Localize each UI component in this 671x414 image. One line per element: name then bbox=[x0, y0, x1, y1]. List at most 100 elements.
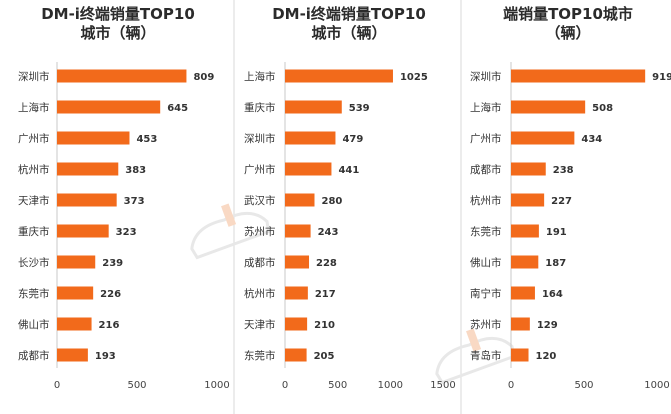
data-label: 239 bbox=[102, 258, 123, 269]
x-tick-label: 500 bbox=[127, 380, 146, 391]
bar bbox=[511, 162, 546, 176]
data-label: 243 bbox=[318, 227, 339, 238]
data-label: 383 bbox=[125, 165, 146, 176]
data-label: 441 bbox=[338, 165, 359, 176]
bar bbox=[511, 131, 575, 145]
data-label: 227 bbox=[551, 196, 572, 207]
chart-title: 端销量TOP10城市 bbox=[503, 5, 633, 23]
x-tick-label: 0 bbox=[54, 380, 60, 391]
bar bbox=[285, 69, 393, 83]
category-label: 东莞市 bbox=[470, 225, 502, 238]
bar bbox=[57, 317, 92, 331]
bar bbox=[285, 317, 308, 331]
x-tick-label: 1000 bbox=[204, 380, 229, 391]
chart-panel-3: 端销量TOP10城市（辆） 深圳市 919 上海市 508 广州市 434 成都市 238 杭州市… bbox=[470, 5, 671, 391]
data-label: 120 bbox=[536, 351, 557, 362]
data-label: 323 bbox=[116, 227, 137, 238]
bar bbox=[57, 193, 117, 207]
watermark-logo bbox=[190, 203, 271, 260]
data-label: 210 bbox=[314, 320, 335, 331]
chart-title: 城市（辆） bbox=[311, 24, 386, 42]
bar bbox=[57, 100, 161, 114]
data-label: 1025 bbox=[400, 72, 428, 83]
category-label: 青岛市 bbox=[470, 349, 502, 362]
category-label: 杭州市 bbox=[244, 287, 276, 300]
bar bbox=[285, 224, 311, 238]
category-label: 广州市 bbox=[244, 163, 276, 176]
data-label: 508 bbox=[592, 103, 613, 114]
category-label: 成都市 bbox=[244, 256, 276, 269]
data-label: 434 bbox=[581, 134, 602, 145]
category-label: 苏州市 bbox=[470, 318, 502, 331]
category-label: 杭州市 bbox=[470, 194, 502, 207]
chart-title: DM-i终端销量TOP10 bbox=[272, 5, 426, 23]
bar bbox=[57, 255, 96, 269]
bar bbox=[57, 131, 130, 145]
chart-title: （辆） bbox=[545, 24, 590, 42]
data-label: 373 bbox=[124, 196, 145, 207]
data-label: 453 bbox=[136, 134, 157, 145]
bar bbox=[285, 131, 336, 145]
category-label: 重庆市 bbox=[244, 101, 276, 114]
data-label: 164 bbox=[542, 289, 563, 300]
category-label: 成都市 bbox=[470, 163, 502, 176]
category-label: 佛山市 bbox=[470, 256, 502, 269]
category-label: 苏州市 bbox=[244, 225, 276, 238]
x-tick-label: 500 bbox=[574, 380, 593, 391]
data-label: 226 bbox=[100, 289, 121, 300]
category-label: 佛山市 bbox=[18, 318, 50, 331]
bar bbox=[511, 348, 529, 362]
x-tick-label: 1000 bbox=[378, 380, 403, 391]
bar bbox=[285, 286, 308, 300]
category-label: 东莞市 bbox=[244, 349, 276, 362]
category-label: 武汉市 bbox=[244, 194, 276, 207]
data-label: 187 bbox=[545, 258, 566, 269]
data-label: 919 bbox=[652, 72, 671, 83]
category-label: 上海市 bbox=[244, 70, 276, 83]
data-label: 205 bbox=[314, 351, 335, 362]
category-label: 上海市 bbox=[18, 101, 50, 114]
chart-title: DM-i终端销量TOP10 bbox=[41, 5, 195, 23]
bar bbox=[511, 69, 646, 83]
chart-title: 城市（辆） bbox=[80, 24, 155, 42]
x-tick-label: 0 bbox=[508, 380, 514, 391]
data-label: 193 bbox=[95, 351, 116, 362]
category-label: 广州市 bbox=[470, 132, 502, 145]
bar bbox=[57, 162, 119, 176]
bar bbox=[57, 348, 88, 362]
bar bbox=[511, 317, 530, 331]
data-label: 191 bbox=[546, 227, 567, 238]
category-label: 深圳市 bbox=[18, 70, 50, 83]
data-label: 216 bbox=[99, 320, 120, 331]
bar bbox=[57, 224, 109, 238]
x-tick-label: 1000 bbox=[644, 380, 669, 391]
category-label: 杭州市 bbox=[18, 163, 50, 176]
bar bbox=[285, 100, 342, 114]
bar bbox=[511, 193, 545, 207]
bar bbox=[57, 286, 94, 300]
bar bbox=[285, 193, 315, 207]
category-label: 重庆市 bbox=[18, 225, 50, 238]
category-label: 东莞市 bbox=[18, 287, 50, 300]
category-label: 深圳市 bbox=[244, 132, 276, 145]
category-label: 上海市 bbox=[470, 101, 502, 114]
bar bbox=[285, 348, 307, 362]
data-label: 217 bbox=[315, 289, 336, 300]
data-label: 228 bbox=[316, 258, 337, 269]
watermark-accent-mark bbox=[221, 203, 237, 227]
data-label: 479 bbox=[342, 134, 363, 145]
bar bbox=[511, 100, 586, 114]
x-tick-label: 1500 bbox=[430, 380, 455, 391]
category-label: 天津市 bbox=[18, 194, 50, 207]
x-tick-label: 500 bbox=[328, 380, 347, 391]
category-label: 长沙市 bbox=[18, 256, 50, 269]
category-label: 天津市 bbox=[244, 318, 276, 331]
bar bbox=[511, 286, 535, 300]
bar bbox=[511, 224, 539, 238]
category-label: 广州市 bbox=[18, 132, 50, 145]
data-label: 238 bbox=[553, 165, 574, 176]
bar bbox=[57, 69, 187, 83]
